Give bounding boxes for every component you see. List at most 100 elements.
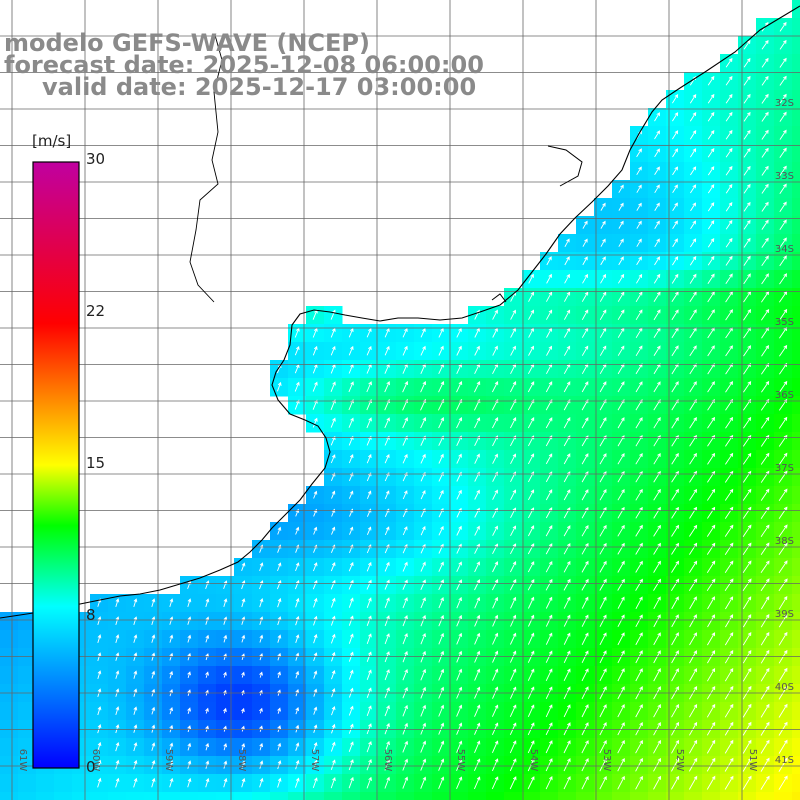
wind-arrow — [671, 650, 679, 664]
wind-arrow — [312, 327, 318, 338]
wind-arrow — [707, 93, 715, 104]
wind-arrow — [546, 256, 552, 266]
wind-arrow — [259, 597, 264, 608]
wind-arrow — [742, 721, 752, 736]
wind-arrow — [133, 742, 138, 752]
wind-arrow — [187, 616, 192, 625]
wind-arrow — [689, 112, 697, 122]
wind-arrow — [527, 650, 535, 663]
wind-arrow — [366, 381, 372, 393]
wind-arrow — [115, 724, 120, 734]
wind-arrow — [438, 668, 445, 681]
wind-arrow — [97, 723, 102, 734]
wind-speed-cell — [792, 774, 800, 793]
wind-arrow — [312, 579, 318, 590]
wind-speed-cell — [792, 792, 800, 800]
wind-arrow — [563, 560, 571, 573]
wind-arrow — [635, 488, 643, 501]
wind-arrow — [654, 238, 660, 248]
wind-arrow — [294, 381, 300, 392]
wind-arrow — [743, 129, 751, 140]
wind-arrow — [510, 453, 517, 465]
wind-arrow — [277, 777, 282, 788]
wind-arrow — [706, 739, 716, 754]
wind-arrow — [115, 634, 120, 644]
wind-arrow — [276, 580, 282, 590]
wind-arrow — [653, 703, 661, 718]
wind-arrow — [492, 650, 499, 663]
wind-arrow — [690, 166, 697, 176]
wind-arrow — [778, 416, 788, 429]
wind-arrow — [259, 652, 264, 661]
wind-arrow — [618, 256, 624, 266]
wind-arrow — [761, 111, 769, 122]
wind-arrow — [366, 705, 372, 717]
wind-arrow — [672, 238, 678, 248]
wind-arrow — [133, 777, 138, 788]
wind-arrow — [689, 560, 698, 573]
wind-speed-cell — [792, 450, 800, 469]
wind-arrow — [509, 632, 517, 645]
wind-arrow — [760, 757, 770, 772]
longitude-label: 54W — [528, 749, 539, 772]
wind-arrow — [760, 524, 770, 537]
wind-arrow — [402, 668, 408, 681]
wind-arrow — [725, 165, 733, 176]
wind-arrow — [348, 454, 354, 464]
wind-arrow — [725, 273, 733, 285]
wind-arrow — [618, 238, 624, 247]
wind-arrow — [599, 345, 607, 356]
wind-arrow — [420, 614, 426, 627]
wind-arrow — [295, 562, 300, 572]
wind-arrow — [581, 560, 589, 573]
wind-arrow — [653, 524, 661, 537]
wind-speed-cell — [396, 792, 415, 800]
wind-arrow — [760, 649, 770, 664]
wind-arrow — [743, 237, 751, 248]
wind-arrow — [438, 561, 444, 572]
wind-arrow — [706, 542, 716, 555]
wind-arrow — [760, 416, 770, 429]
wind-arrow — [617, 524, 625, 537]
wind-arrow — [706, 524, 716, 537]
wind-arrow — [474, 489, 480, 500]
wind-arrow — [707, 148, 715, 158]
wind-arrow — [706, 703, 716, 718]
wind-arrow — [725, 416, 733, 429]
wind-speed-cell — [792, 144, 800, 163]
wind-arrow — [473, 776, 481, 790]
wind-speed-cell — [180, 792, 199, 800]
wind-arrow — [527, 704, 535, 717]
wind-arrow — [97, 616, 102, 626]
wind-arrow — [97, 759, 102, 770]
wind-arrow — [295, 670, 300, 679]
colorbar-tick-30: 30 — [86, 150, 106, 168]
wind-speed-cell — [756, 792, 775, 800]
wind-arrow — [384, 597, 390, 609]
wind-arrow — [724, 524, 734, 537]
wind-arrow — [725, 93, 733, 104]
wind-arrow — [761, 255, 769, 267]
wind-arrow — [169, 707, 174, 715]
wind-speed-cell — [36, 774, 55, 793]
wind-arrow — [528, 525, 535, 537]
wind-arrow — [528, 273, 534, 284]
wind-arrow — [509, 417, 517, 429]
wind-arrow — [672, 166, 678, 176]
wind-arrow — [761, 147, 769, 158]
wind-arrow — [456, 632, 463, 645]
wind-speed-cell — [108, 792, 127, 800]
wind-arrow — [402, 633, 408, 645]
wind-arrow — [223, 634, 228, 643]
wind-arrow — [348, 345, 354, 356]
wind-arrow — [600, 220, 606, 229]
wind-arrow — [438, 614, 444, 627]
wind-arrow — [384, 490, 390, 500]
wind-arrow — [581, 291, 589, 302]
wind-arrow — [581, 524, 589, 537]
wind-arrow — [330, 579, 336, 590]
wind-arrow — [241, 742, 246, 751]
wind-arrow — [653, 506, 661, 519]
wind-arrow — [671, 291, 679, 303]
wind-arrow — [420, 668, 426, 681]
